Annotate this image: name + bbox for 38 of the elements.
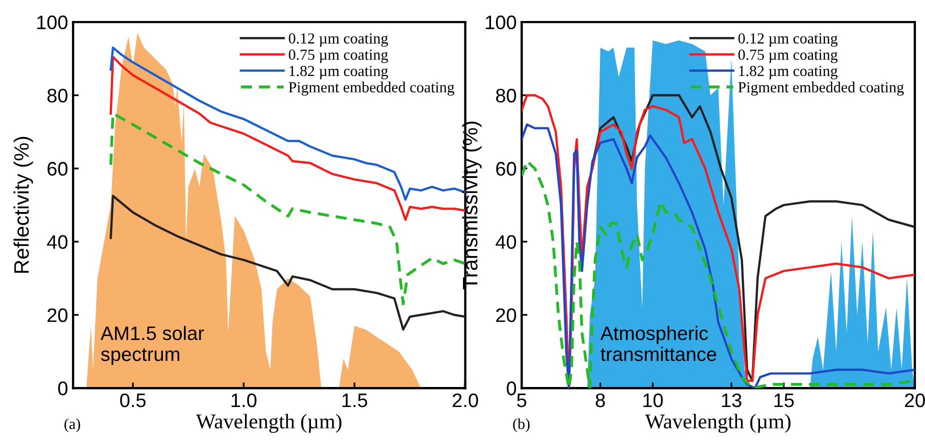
y-tick-label: 60 bbox=[48, 162, 68, 176]
y-tick-label: 40 bbox=[47, 235, 68, 249]
y-tick-label: 80 bbox=[47, 88, 68, 102]
y-tick-label: 20 bbox=[48, 308, 68, 322]
legend-label: 0.75 µm coating bbox=[738, 50, 838, 64]
x-axis-title: Wavelength (µm) bbox=[645, 414, 790, 433]
y-tick-label: 100 bbox=[486, 16, 516, 30]
x-tick-label: 1.5 bbox=[342, 394, 368, 408]
x-tick-label: 5 bbox=[517, 394, 526, 408]
legend-label: 0.12 µm coating bbox=[738, 33, 838, 47]
line-series bbox=[591, 94, 915, 382]
annotation: Atmospheric transmittance bbox=[600, 326, 716, 362]
x-tick-label: 10 bbox=[643, 393, 663, 408]
y-axis-title: Reflectivity (%) bbox=[14, 136, 33, 273]
annotation: AM1.5 solar spectrum bbox=[100, 326, 204, 365]
x-tick-label: 13 bbox=[722, 393, 742, 408]
legend-label: Pigment embedded coating bbox=[738, 82, 904, 96]
x-tick-label: 8 bbox=[596, 393, 605, 408]
x-axis-title: Wavelength (µm) bbox=[196, 414, 342, 433]
x-tick-label: 20 bbox=[904, 393, 925, 408]
y-tick-label: 60 bbox=[496, 162, 516, 176]
x-tick-label: 0.5 bbox=[120, 393, 146, 408]
x-tick-label: 1.0 bbox=[232, 393, 256, 408]
y-tick-label: 20 bbox=[496, 308, 516, 322]
text: (a) bbox=[64, 418, 80, 432]
y-tick-label: 40 bbox=[496, 235, 516, 249]
text: (b) bbox=[513, 418, 530, 432]
y-tick-label: 80 bbox=[496, 88, 516, 102]
y-tick-label: 0 bbox=[58, 382, 68, 396]
legend-label: 0.75 µm coating bbox=[288, 50, 388, 64]
y-tick-label: 0 bbox=[506, 382, 516, 396]
legend-label: Pigment embedded coating bbox=[288, 82, 454, 96]
x-tick-label: 15 bbox=[774, 394, 794, 408]
x-tick-label: 2.0 bbox=[452, 393, 478, 408]
legend-label: 1.82 µm coating bbox=[739, 66, 838, 80]
legend-label: 0.12 µm coating bbox=[288, 33, 388, 47]
y-tick-label: 100 bbox=[37, 16, 68, 30]
legend-label: 1.82 µm coating bbox=[290, 66, 388, 80]
